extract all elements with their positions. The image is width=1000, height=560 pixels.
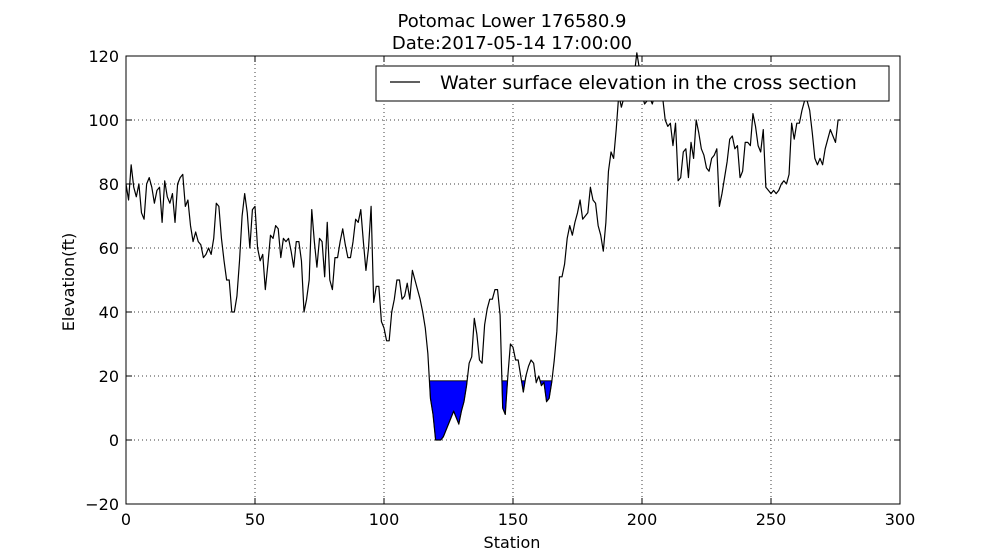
y-tick-label: 0	[109, 431, 119, 450]
x-tick-label: 100	[369, 510, 400, 529]
series-line-water-surface	[125, 52, 841, 441]
x-tick-label: 250	[756, 510, 787, 529]
legend: Water surface elevation in the cross sec…	[375, 65, 890, 102]
y-tick-label: 20	[99, 367, 119, 386]
legend-entry-label: Water surface elevation in the cross sec…	[440, 72, 857, 94]
chart-subtitle: Date:2017-05-14 17:00:00	[392, 33, 632, 54]
x-tick-label: 150	[498, 510, 529, 529]
legend-box	[375, 65, 890, 102]
x-axis-label: Station	[484, 533, 541, 552]
x-tick-label: 0	[121, 510, 131, 529]
y-tick-label: 40	[99, 303, 119, 322]
y-tick-label: −20	[85, 495, 119, 514]
x-tick-label: 200	[627, 510, 658, 529]
y-tick-label: 80	[99, 175, 119, 194]
chart-title: Potomac Lower 176580.9	[397, 11, 626, 32]
series-lines	[125, 52, 841, 441]
x-tick-label: 50	[245, 510, 265, 529]
y-tick-label: 120	[88, 47, 119, 66]
y-tick-label: 100	[88, 111, 119, 130]
x-tick-label: 300	[885, 510, 916, 529]
y-tick-label: 60	[99, 239, 119, 258]
y-axis-label: Elevation(ft)	[59, 233, 78, 331]
